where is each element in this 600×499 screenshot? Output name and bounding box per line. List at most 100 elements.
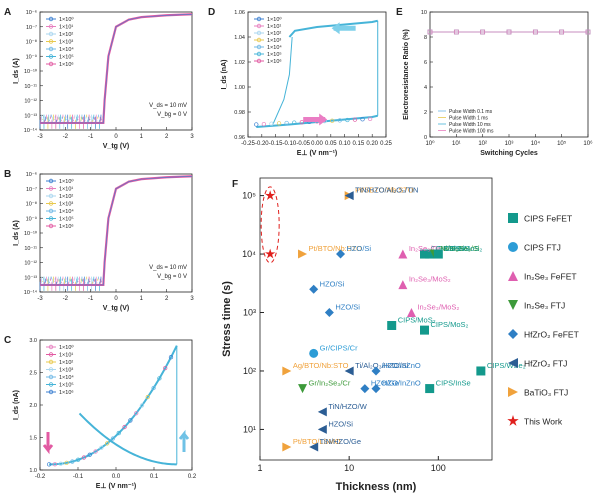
- panel-letter: B: [4, 169, 11, 180]
- c-data-point: [157, 376, 162, 381]
- d-data-point: [367, 116, 373, 122]
- legend-marker: [48, 24, 54, 29]
- this-work-highlight: [260, 186, 280, 264]
- c-data-point: [93, 449, 98, 454]
- point-label: HZO/Si: [335, 303, 360, 312]
- point-label: CIPS/InSe: [436, 379, 471, 388]
- legend-label: Pulse Width 10 ms: [449, 122, 491, 128]
- legend-marker: [48, 16, 54, 22]
- y-tick-label: 8: [424, 35, 427, 41]
- x-tick-label: -0.10: [283, 141, 297, 147]
- y-axis-label: I_ds (nA): [221, 60, 228, 90]
- point-label: Gr/In₂Se₃/Cr: [309, 379, 351, 388]
- legend-label: 1×10¹: [59, 187, 73, 193]
- x-tick-label: 1: [140, 134, 144, 140]
- x-tick-label: 0: [114, 296, 118, 302]
- y-tick-label: 4: [424, 85, 427, 91]
- marker-star: [265, 190, 276, 200]
- x-tick-label: 0.25: [380, 141, 392, 147]
- d-data-point: [261, 121, 267, 127]
- y-tick-label: 10⁻¹¹: [24, 246, 37, 252]
- y-tick-label: 0: [424, 135, 427, 141]
- point-label: HZO/InZnO: [382, 379, 421, 388]
- x-tick-label: -0.20: [255, 141, 269, 147]
- legend-label: 1×10⁵: [59, 216, 74, 223]
- marker-triangle-right: [282, 442, 292, 452]
- y-tick-label: 10⁻⁶: [26, 171, 37, 178]
- point-label: CIPS/WSe₂: [487, 361, 526, 370]
- legend-label: 1×10³: [267, 38, 281, 44]
- legend-marker: [256, 51, 262, 57]
- y-tick-label: 2.5: [29, 371, 37, 377]
- y-tick-label: 10⁻⁹: [26, 215, 37, 222]
- legend-label: 1×10⁴: [267, 44, 282, 51]
- marker-square: [508, 213, 518, 223]
- x-tick-label: -0.15: [269, 141, 283, 147]
- marker-triangle-down: [298, 384, 308, 394]
- y-tick-label: 10³: [243, 308, 256, 318]
- marker-triangle-right: [282, 366, 292, 376]
- annotation-vbg: V_bg = 0 V: [157, 274, 187, 280]
- legend-label: 1×10⁵: [267, 51, 282, 58]
- marker-diamond: [336, 249, 346, 259]
- point-label: CIPS/MoS₂: [398, 315, 436, 324]
- x-tick-label: 0.20: [366, 141, 378, 147]
- y-tick-label: 10¹: [243, 424, 256, 434]
- marker-diamond: [309, 284, 319, 294]
- c-data-point: [46, 462, 52, 467]
- legend-label: 1×10²: [59, 360, 73, 366]
- legend-label: In₂Se₃ FeFET: [524, 272, 577, 282]
- y-tick-label: 1.0: [29, 468, 37, 474]
- y-tick-label: 10⁴: [242, 249, 256, 259]
- x-tick-label: 10³: [505, 141, 514, 147]
- d-data-point: [269, 121, 274, 126]
- x-tick-label: -3: [37, 296, 43, 302]
- x-tick-label: -3: [37, 134, 43, 140]
- marker-diamond: [508, 329, 518, 339]
- y-tick-label: 0.96: [234, 135, 245, 141]
- annotation-vds: V_ds = 10 mV: [149, 103, 187, 109]
- marker-diamond: [371, 384, 381, 394]
- legend-label: Pulse Width 100 ms: [449, 129, 494, 135]
- legend-label: 1×10³: [59, 40, 73, 46]
- point-label: Gr/CIPS/Cr: [320, 343, 358, 352]
- x-axis-label: V_tg (V): [103, 143, 129, 150]
- x-tick-label: -2: [63, 134, 69, 140]
- x-tick-label: 10: [344, 463, 354, 473]
- legend-marker: [256, 58, 262, 64]
- marker-triangle-right: [508, 387, 518, 397]
- x-tick-label: -0.25: [241, 141, 255, 147]
- legend-marker: [48, 359, 54, 365]
- y-tick-label: 10⁻¹³: [24, 113, 37, 119]
- y-tick-label: 1.02: [234, 60, 245, 66]
- marker-diamond: [324, 308, 334, 318]
- y-axis-label: Stress time (s): [221, 281, 233, 357]
- x-tick-label: 10¹: [452, 141, 461, 147]
- d-data-point: [292, 120, 297, 125]
- point-label: Pt/BTO/LSMO: [293, 437, 341, 446]
- arrow-up-icon: [178, 429, 190, 452]
- y-tick-label: 10⁻¹²: [24, 261, 37, 267]
- transfer-curve-overlay: [40, 175, 193, 286]
- legend-marker: [48, 352, 54, 357]
- c-data-point: [139, 403, 145, 408]
- x-tick-label: 0.0: [112, 474, 121, 480]
- point-label: HZO/Si: [347, 244, 372, 253]
- legend-label: 1×10³: [59, 202, 73, 208]
- c-branch-down: [78, 412, 177, 466]
- x-tick-label: 2: [165, 296, 169, 302]
- x-tick-label: -0.05: [296, 141, 310, 147]
- y-tick-label: 0.98: [234, 110, 245, 116]
- x-tick-label: 10⁵: [557, 140, 567, 147]
- y-tick-label: 10⁻⁸: [26, 201, 37, 208]
- marker-triangle-left: [309, 442, 319, 452]
- c-data-point: [116, 430, 121, 436]
- point-label: Pt/SBTO/Nb:STO: [355, 186, 414, 195]
- c-data-point: [75, 457, 81, 462]
- legend-label: 1×10²: [59, 194, 73, 200]
- x-axis-label: V_tg (V): [103, 305, 129, 312]
- point-label: HZO/Ge: [371, 379, 399, 388]
- marker-square: [476, 366, 486, 376]
- x-tick-label: 100: [431, 463, 446, 473]
- x-tick-label: 3: [190, 296, 194, 302]
